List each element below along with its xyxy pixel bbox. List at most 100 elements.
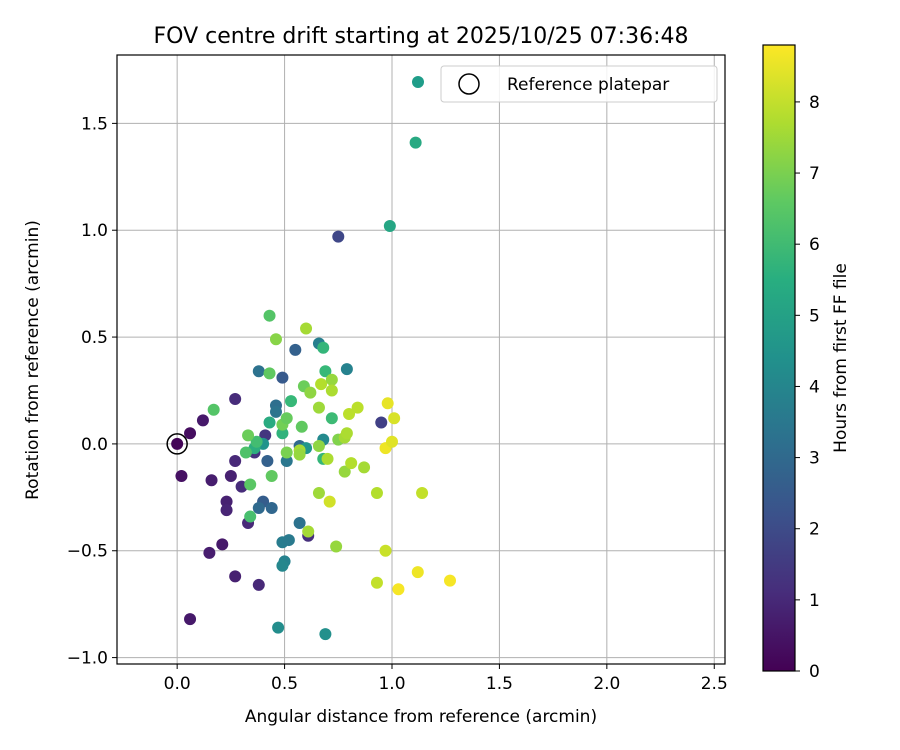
data-point [244,478,257,491]
data-point [220,495,233,508]
legend: Reference platepar [412,65,718,103]
x-tick-label: 1.5 [486,674,513,694]
data-point [323,495,336,508]
colorbar-tick-label: 2 [809,520,820,540]
data-point [285,395,298,408]
data-point [388,412,401,425]
legend-marker-reference [458,73,480,95]
data-point [332,230,345,243]
data-point [263,309,276,322]
data-point [330,540,343,553]
x-tick-label: 1.0 [378,674,405,694]
data-point [345,457,358,470]
data-point [276,427,289,440]
data-point [269,333,282,346]
chart-title: FOV centre drift starting at 2025/10/25 … [154,24,689,49]
colorbar-tick-label: 5 [809,306,820,326]
data-point [289,343,302,356]
data-point [444,574,457,587]
x-axis-label: Angular distance from reference (arcmin) [245,707,597,727]
data-point [379,544,392,557]
x-tick-label: 0.5 [271,674,298,694]
y-tick-label: 0.0 [81,435,108,455]
data-point [261,455,274,467]
legend-marker-series [412,76,424,88]
data-point [416,487,429,500]
colorbar: 0 1 2 3 4 5 6 7 8 Hours from first FF file [762,44,851,682]
data-point [276,559,289,572]
data-point [383,219,396,232]
data-point [319,365,332,378]
data-point [312,440,325,453]
data-point [276,371,289,384]
data-point [340,427,353,440]
y-tick-label: 1.5 [81,114,108,134]
data-point [338,465,351,478]
data-point [239,446,252,459]
data-point [343,407,356,420]
data-point [282,534,295,547]
data-point [409,136,422,149]
data-point [184,427,197,440]
colorbar-tick-label: 7 [809,164,820,184]
data-point [312,401,325,414]
x-tick-label: 0.0 [164,674,191,694]
colorbar-tick-label: 4 [809,377,820,397]
data-point [392,583,405,596]
data-point [293,448,306,461]
axis-ticks: 0.0 0.5 1.0 1.5 2.0 2.5 −1.0 −0.5 0.0 0.5 1.0 1.5 [67,114,728,694]
data-point [220,504,233,517]
data-point [216,538,229,551]
data-point [224,469,237,482]
data-point [244,510,257,523]
data-point [205,474,218,487]
data-point [295,420,308,433]
plot-frame [116,54,726,665]
data-points [171,136,457,641]
data-point [184,613,197,626]
data-point [370,487,383,500]
data-point [321,452,334,465]
data-point [175,469,188,482]
data-point [203,546,216,559]
data-point [358,461,371,474]
colorbar-tick-label: 1 [809,591,820,611]
data-point [196,414,209,427]
data-point [263,367,276,380]
data-point [265,502,278,515]
y-tick-label: −0.5 [67,542,108,562]
data-point [242,429,255,442]
legend-label-reference: Reference platepar [507,75,669,95]
data-point [375,416,388,429]
reference-circle [166,433,188,455]
grid [117,55,725,664]
data-point [325,384,338,397]
data-point [351,401,364,414]
data-point [280,446,293,459]
data-point [385,435,398,448]
data-point [280,412,293,425]
y-tick-label: 0.5 [81,328,108,348]
colorbar-tick-label: 3 [809,449,820,469]
data-point [300,322,313,335]
data-point [293,516,306,529]
data-point [207,403,220,416]
data-point [319,628,332,641]
data-point [272,621,285,634]
data-point [252,502,265,515]
data-point [381,397,394,410]
data-point [340,363,353,376]
data-point [312,487,325,500]
data-point [280,455,293,467]
data-point [269,405,282,418]
data-point [250,435,263,448]
x-tick-label: 2.0 [593,674,620,694]
data-point [370,576,383,589]
colorbar-ticks: 0 1 2 3 4 5 6 7 8 [795,93,820,682]
y-axis-label: Rotation from reference (arcmin) [23,220,43,500]
data-point [304,386,317,399]
data-point [263,416,276,429]
colorbar-tick-label: 6 [809,235,820,255]
data-point [317,341,330,354]
data-point [265,469,278,482]
